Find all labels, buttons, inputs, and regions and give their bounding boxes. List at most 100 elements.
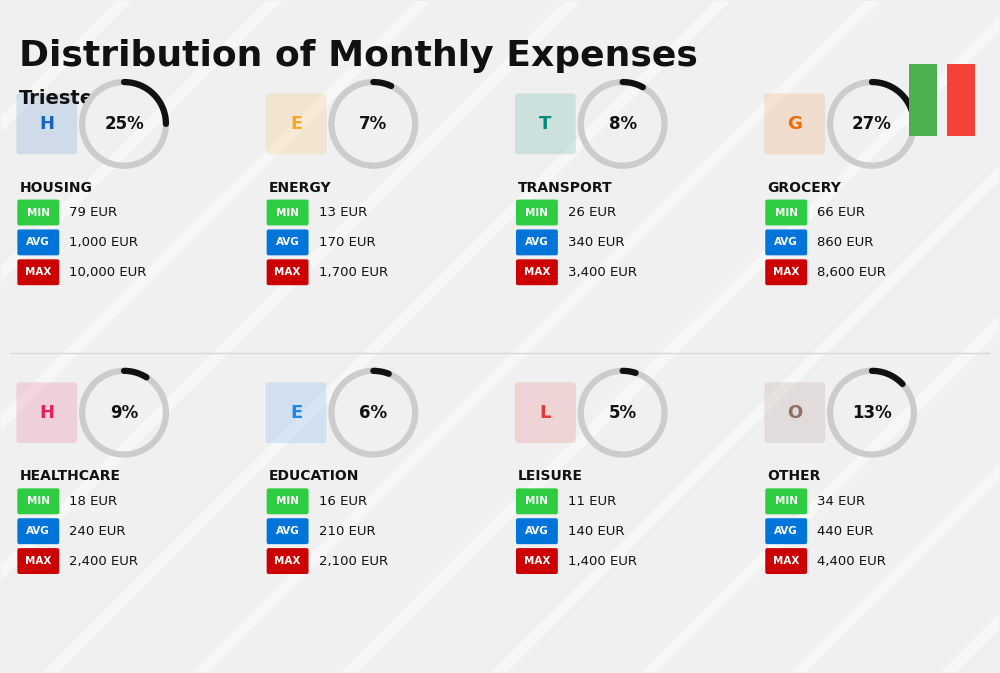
FancyBboxPatch shape <box>266 382 326 443</box>
Text: MIN: MIN <box>775 496 798 506</box>
Text: T: T <box>539 115 552 133</box>
Text: H: H <box>39 404 54 422</box>
Text: 1,000 EUR: 1,000 EUR <box>69 236 138 249</box>
Text: GROCERY: GROCERY <box>767 180 841 194</box>
Text: MIN: MIN <box>775 207 798 217</box>
FancyBboxPatch shape <box>17 518 59 544</box>
FancyBboxPatch shape <box>765 518 807 544</box>
Text: MIN: MIN <box>27 496 50 506</box>
Text: 11 EUR: 11 EUR <box>568 495 616 508</box>
Text: 13%: 13% <box>852 404 892 422</box>
FancyBboxPatch shape <box>267 489 309 514</box>
Text: 1,700 EUR: 1,700 EUR <box>319 266 388 279</box>
Text: 2,400 EUR: 2,400 EUR <box>69 555 138 567</box>
Text: 240 EUR: 240 EUR <box>69 525 126 538</box>
Text: AVG: AVG <box>774 238 798 248</box>
Text: MAX: MAX <box>274 556 301 566</box>
FancyBboxPatch shape <box>516 548 558 574</box>
FancyBboxPatch shape <box>16 94 77 154</box>
Text: AVG: AVG <box>276 526 299 536</box>
Text: 170 EUR: 170 EUR <box>319 236 375 249</box>
Text: 8%: 8% <box>609 115 637 133</box>
Text: HOUSING: HOUSING <box>19 180 92 194</box>
Text: HEALTHCARE: HEALTHCARE <box>19 470 120 483</box>
FancyBboxPatch shape <box>515 382 576 443</box>
Text: E: E <box>290 404 302 422</box>
Text: 5%: 5% <box>609 404 637 422</box>
FancyBboxPatch shape <box>267 259 309 285</box>
Text: TRANSPORT: TRANSPORT <box>518 180 613 194</box>
FancyBboxPatch shape <box>17 489 59 514</box>
Text: Distribution of Monthly Expenses: Distribution of Monthly Expenses <box>19 39 698 73</box>
Text: MIN: MIN <box>27 207 50 217</box>
Text: 9%: 9% <box>110 404 138 422</box>
Text: MAX: MAX <box>25 267 51 277</box>
Text: OTHER: OTHER <box>767 470 821 483</box>
FancyBboxPatch shape <box>516 229 558 255</box>
Text: AVG: AVG <box>774 526 798 536</box>
FancyBboxPatch shape <box>515 94 576 154</box>
Text: 340 EUR: 340 EUR <box>568 236 624 249</box>
FancyBboxPatch shape <box>516 489 558 514</box>
FancyBboxPatch shape <box>765 259 807 285</box>
Text: EDUCATION: EDUCATION <box>269 470 359 483</box>
Text: MAX: MAX <box>773 556 799 566</box>
Text: MAX: MAX <box>25 556 51 566</box>
FancyBboxPatch shape <box>267 548 309 574</box>
Text: Trieste: Trieste <box>19 89 94 108</box>
FancyBboxPatch shape <box>17 200 59 225</box>
FancyBboxPatch shape <box>765 548 807 574</box>
Text: 18 EUR: 18 EUR <box>69 495 117 508</box>
FancyBboxPatch shape <box>765 200 807 225</box>
FancyBboxPatch shape <box>267 200 309 225</box>
Text: 13 EUR: 13 EUR <box>319 206 367 219</box>
FancyBboxPatch shape <box>16 382 77 443</box>
FancyBboxPatch shape <box>17 229 59 255</box>
Text: 26 EUR: 26 EUR <box>568 206 616 219</box>
Text: MAX: MAX <box>524 556 550 566</box>
Text: O: O <box>787 404 802 422</box>
Text: 140 EUR: 140 EUR <box>568 525 624 538</box>
FancyBboxPatch shape <box>266 94 326 154</box>
Text: 16 EUR: 16 EUR <box>319 495 367 508</box>
FancyBboxPatch shape <box>267 518 309 544</box>
FancyBboxPatch shape <box>909 64 937 136</box>
Text: 8,600 EUR: 8,600 EUR <box>817 266 886 279</box>
Text: 25%: 25% <box>104 115 144 133</box>
Text: L: L <box>540 404 551 422</box>
Text: 1,400 EUR: 1,400 EUR <box>568 555 637 567</box>
FancyBboxPatch shape <box>516 259 558 285</box>
FancyBboxPatch shape <box>765 489 807 514</box>
Text: AVG: AVG <box>525 526 549 536</box>
Text: G: G <box>787 115 802 133</box>
FancyBboxPatch shape <box>764 382 825 443</box>
Text: LEISURE: LEISURE <box>518 470 583 483</box>
Text: 210 EUR: 210 EUR <box>319 525 375 538</box>
FancyBboxPatch shape <box>516 200 558 225</box>
Text: AVG: AVG <box>26 238 50 248</box>
Text: 34 EUR: 34 EUR <box>817 495 865 508</box>
FancyBboxPatch shape <box>947 64 975 136</box>
Text: E: E <box>290 115 302 133</box>
Text: 440 EUR: 440 EUR <box>817 525 873 538</box>
FancyBboxPatch shape <box>17 259 59 285</box>
Text: 79 EUR: 79 EUR <box>69 206 117 219</box>
Text: 66 EUR: 66 EUR <box>817 206 865 219</box>
Text: MAX: MAX <box>274 267 301 277</box>
Text: MIN: MIN <box>276 207 299 217</box>
Text: 3,400 EUR: 3,400 EUR <box>568 266 637 279</box>
Text: MIN: MIN <box>276 496 299 506</box>
Text: 2,100 EUR: 2,100 EUR <box>319 555 388 567</box>
Text: ENERGY: ENERGY <box>269 180 331 194</box>
Text: 7%: 7% <box>359 115 387 133</box>
Text: 4,400 EUR: 4,400 EUR <box>817 555 886 567</box>
Text: 27%: 27% <box>852 115 892 133</box>
Text: 860 EUR: 860 EUR <box>817 236 873 249</box>
Text: 6%: 6% <box>359 404 387 422</box>
Text: 10,000 EUR: 10,000 EUR <box>69 266 147 279</box>
Text: H: H <box>39 115 54 133</box>
Text: AVG: AVG <box>26 526 50 536</box>
FancyBboxPatch shape <box>267 229 309 255</box>
Text: AVG: AVG <box>525 238 549 248</box>
FancyBboxPatch shape <box>516 518 558 544</box>
